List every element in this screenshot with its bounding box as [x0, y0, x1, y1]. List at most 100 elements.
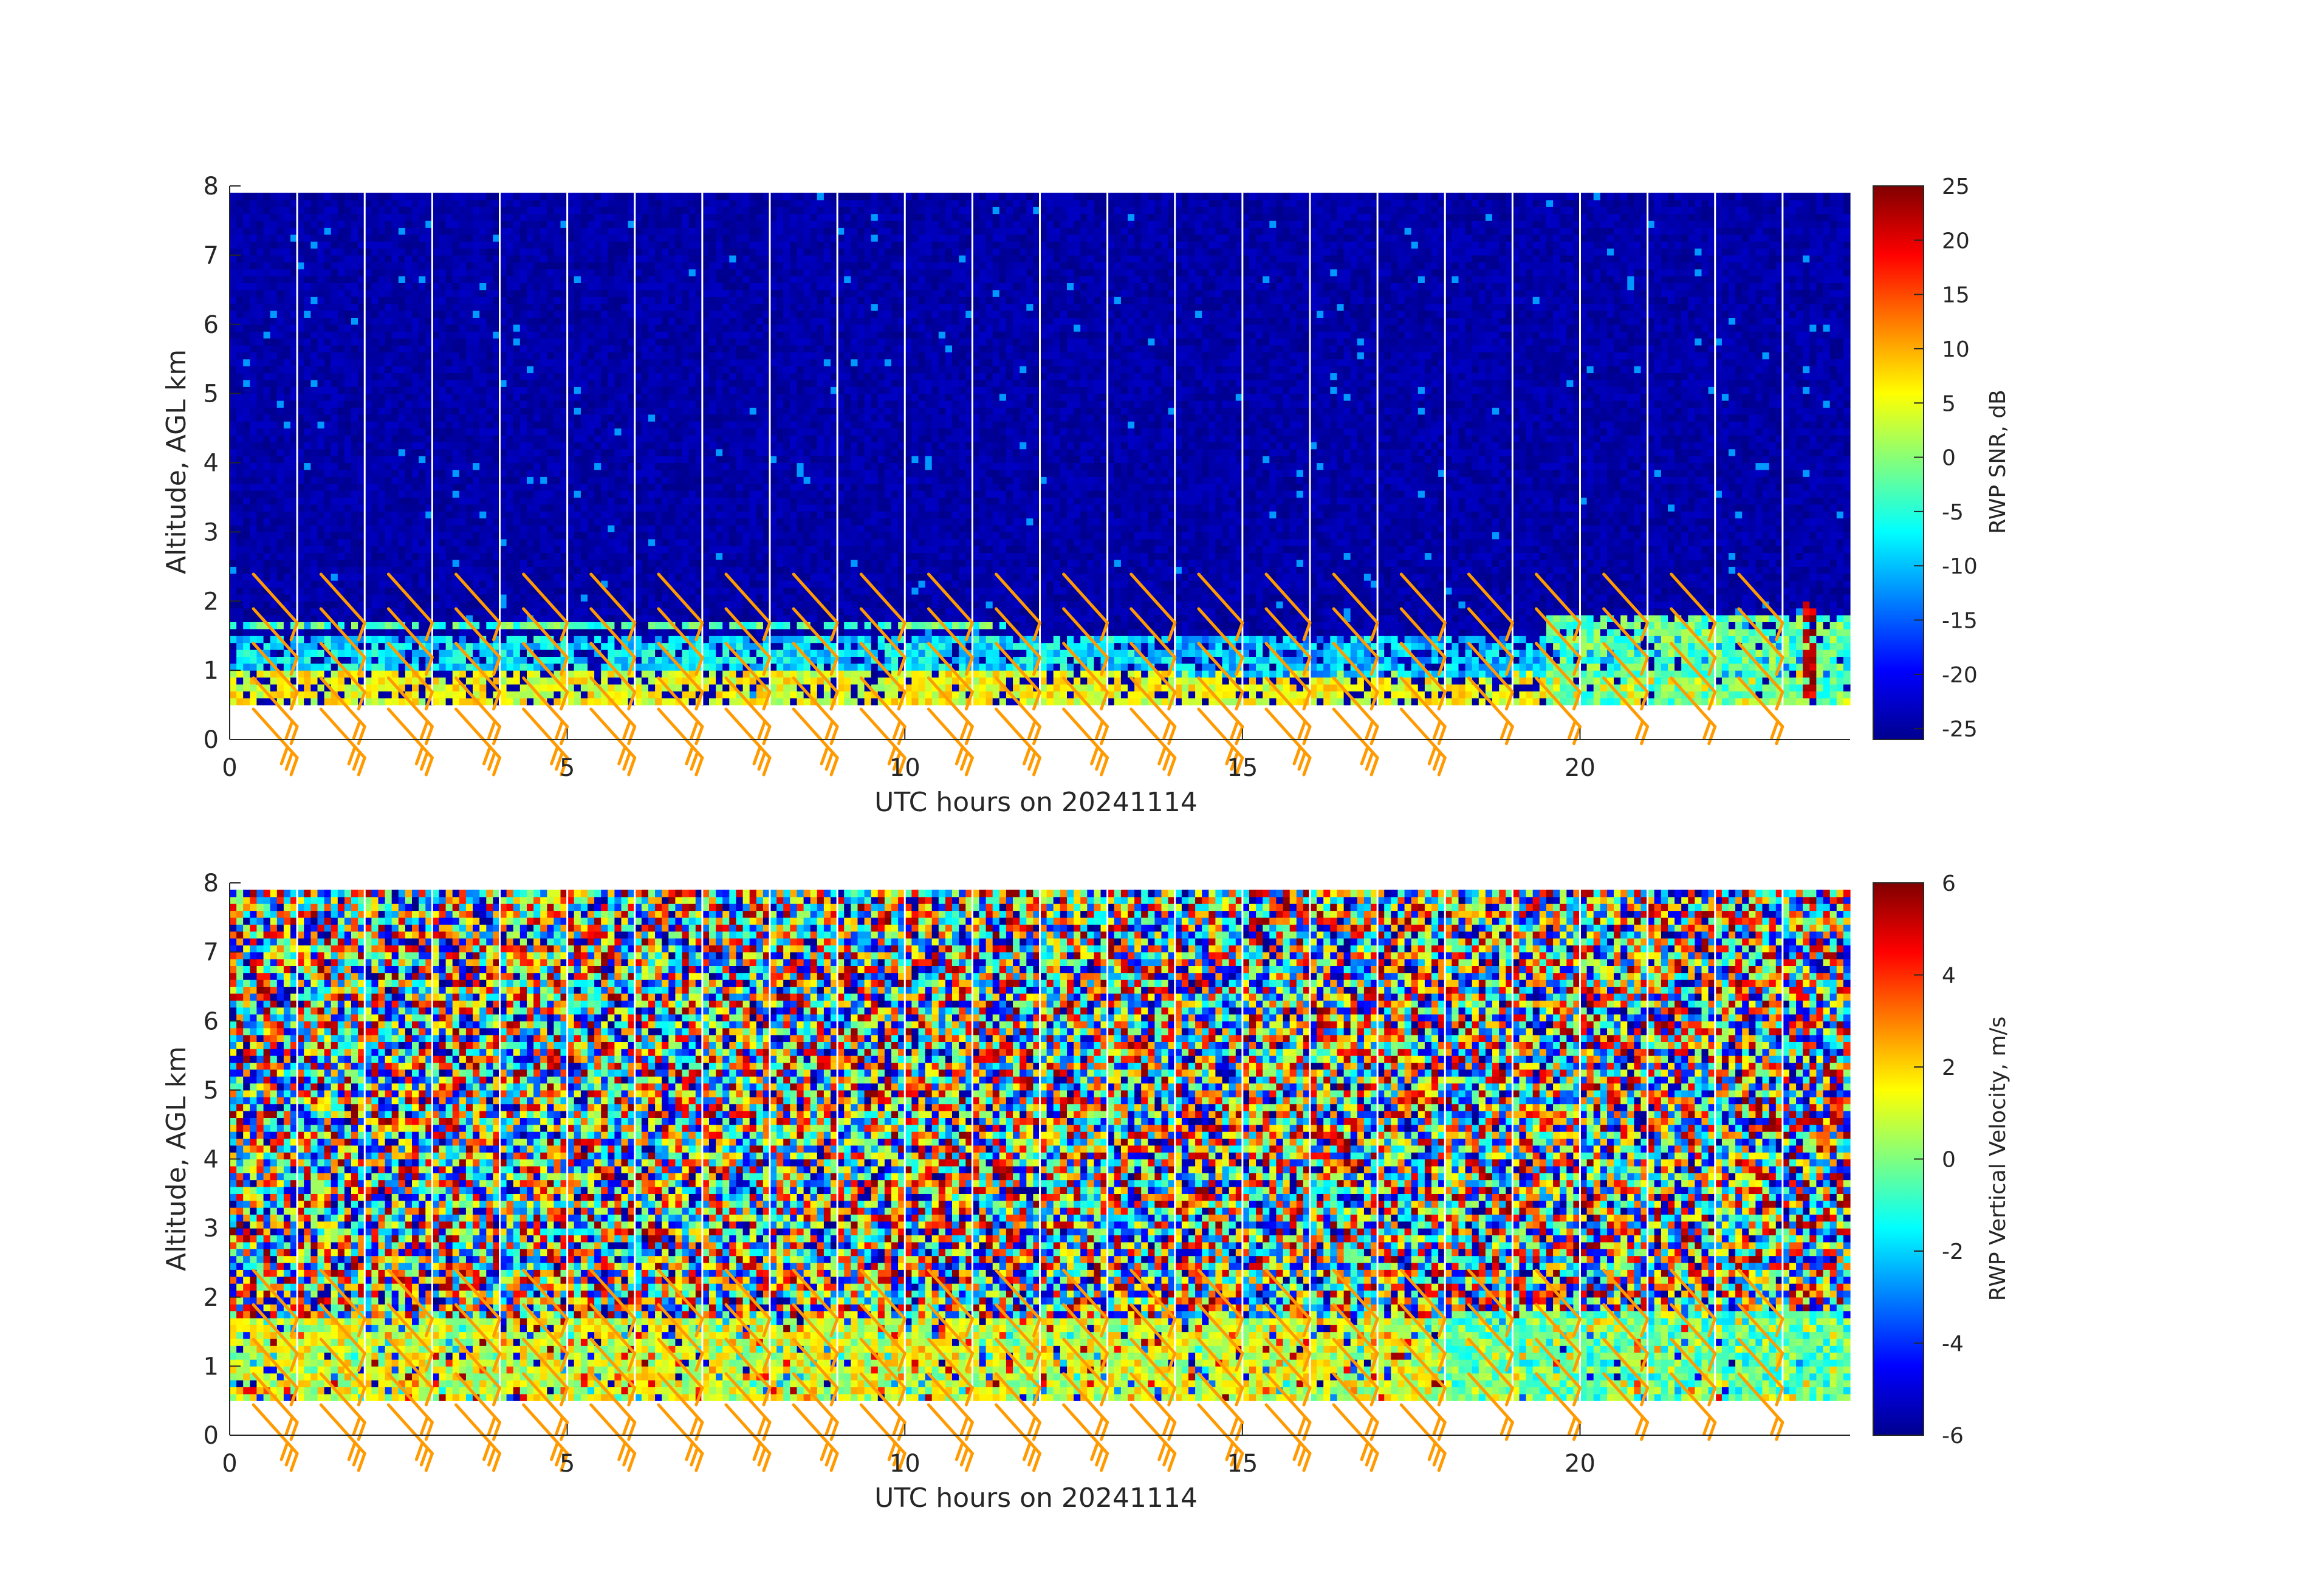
heatmap-cell: [446, 241, 453, 249]
heatmap-cell: [547, 615, 554, 622]
heatmap-cell: [453, 442, 460, 449]
heatmap-cell: [581, 214, 588, 221]
heatmap-cell: [318, 656, 325, 664]
heatmap-cell: [243, 497, 250, 504]
heatmap-cell: [250, 490, 257, 498]
heatmap-cell: [513, 566, 521, 574]
heatmap-cell: [594, 359, 602, 366]
heatmap-cell: [533, 241, 541, 249]
heatmap-cell: [581, 386, 588, 394]
heatmap-cell: [453, 200, 460, 207]
heatmap-cell: [453, 650, 460, 657]
heatmap-cell: [581, 373, 588, 380]
heatmap-cell: [277, 373, 284, 380]
heatmap-cell: [439, 394, 447, 401]
heatmap-cell: [479, 241, 487, 249]
heatmap-cell: [304, 470, 311, 477]
heatmap-cell: [270, 304, 278, 311]
heatmap-cell: [324, 497, 332, 504]
heatmap-cell: [310, 435, 318, 442]
heatmap-cell: [513, 504, 521, 512]
heatmap-cell: [574, 214, 581, 221]
heatmap-cell: [256, 414, 264, 422]
heatmap-cell: [405, 484, 413, 491]
heatmap-cell: [331, 304, 338, 311]
heatmap-cell: [264, 386, 271, 394]
heatmap-cell: [567, 310, 575, 318]
heatmap-cell: [567, 276, 575, 283]
heatmap-cell: [304, 373, 311, 380]
heatmap-cell: [304, 504, 311, 512]
heatmap-cell: [230, 698, 237, 705]
heatmap-cell: [446, 656, 453, 664]
heatmap-cell: [479, 386, 487, 394]
heatmap-cell: [297, 560, 304, 567]
heatmap-cell: [270, 359, 278, 366]
heatmap-cell: [588, 235, 595, 242]
heatmap-cell: [513, 449, 521, 456]
heatmap-cell: [574, 504, 581, 512]
heatmap-cell: [466, 463, 473, 470]
heatmap-cell: [236, 297, 244, 304]
heatmap-cell: [365, 608, 372, 616]
heatmap-cell: [385, 650, 392, 657]
heatmap-cell: [588, 518, 595, 526]
heatmap-cell: [594, 200, 602, 207]
heatmap-cell: [318, 442, 325, 449]
heatmap-cell: [594, 539, 602, 546]
heatmap-cell: [486, 574, 493, 581]
heatmap-cell: [588, 664, 595, 671]
heatmap-cell: [507, 539, 514, 546]
heatmap-cell: [324, 249, 332, 256]
heatmap-cell: [230, 200, 237, 207]
heatmap-cell: [547, 352, 554, 359]
heatmap-cell: [297, 470, 304, 477]
heatmap-cell: [500, 553, 507, 560]
heatmap-cell: [486, 373, 493, 380]
heatmap-cell: [533, 331, 541, 338]
heatmap-cell: [507, 677, 514, 685]
heatmap-cell: [507, 518, 514, 526]
heatmap-cell: [310, 407, 318, 414]
heatmap-cell: [500, 414, 507, 422]
heatmap-cell: [507, 331, 514, 338]
heatmap-cell: [277, 304, 284, 311]
heatmap-cell: [310, 400, 318, 408]
heatmap-cell: [459, 366, 467, 373]
heatmap-cell: [419, 629, 426, 636]
heatmap-cell: [243, 435, 250, 442]
heatmap-cell: [567, 560, 575, 567]
heatmap-cell: [243, 345, 250, 352]
heatmap-cell: [574, 435, 581, 442]
heatmap-cell: [297, 373, 304, 380]
heatmap-cell: [507, 476, 514, 484]
heatmap-cell: [479, 566, 487, 574]
heatmap-cell: [399, 435, 406, 442]
heatmap-cell: [453, 518, 460, 526]
heatmap-cell: [230, 470, 237, 477]
heatmap-cell: [520, 269, 527, 276]
heatmap-cell: [344, 470, 352, 477]
heatmap-cell: [547, 546, 554, 553]
heatmap-cell: [540, 269, 547, 276]
heatmap-cell: [365, 359, 372, 366]
heatmap-cell: [473, 373, 480, 380]
heatmap-cell: [574, 255, 581, 262]
heatmap-cell: [385, 407, 392, 414]
heatmap-cell: [371, 504, 379, 512]
heatmap-cell: [264, 207, 271, 214]
heatmap-cell: [500, 407, 507, 414]
heatmap-cell: [473, 255, 480, 262]
heatmap-cell: [507, 511, 514, 518]
heatmap-cell: [344, 684, 352, 691]
heatmap-cell: [365, 615, 372, 622]
heatmap-cell: [459, 484, 467, 491]
heatmap-cell: [446, 366, 453, 373]
heatmap-cell: [304, 677, 311, 685]
heatmap-cell: [351, 580, 358, 588]
heatmap-cell: [304, 684, 311, 691]
heatmap-cell: [533, 449, 541, 456]
heatmap-cell: [453, 345, 460, 352]
heatmap-cell: [351, 664, 358, 671]
heatmap-cell: [520, 622, 527, 629]
